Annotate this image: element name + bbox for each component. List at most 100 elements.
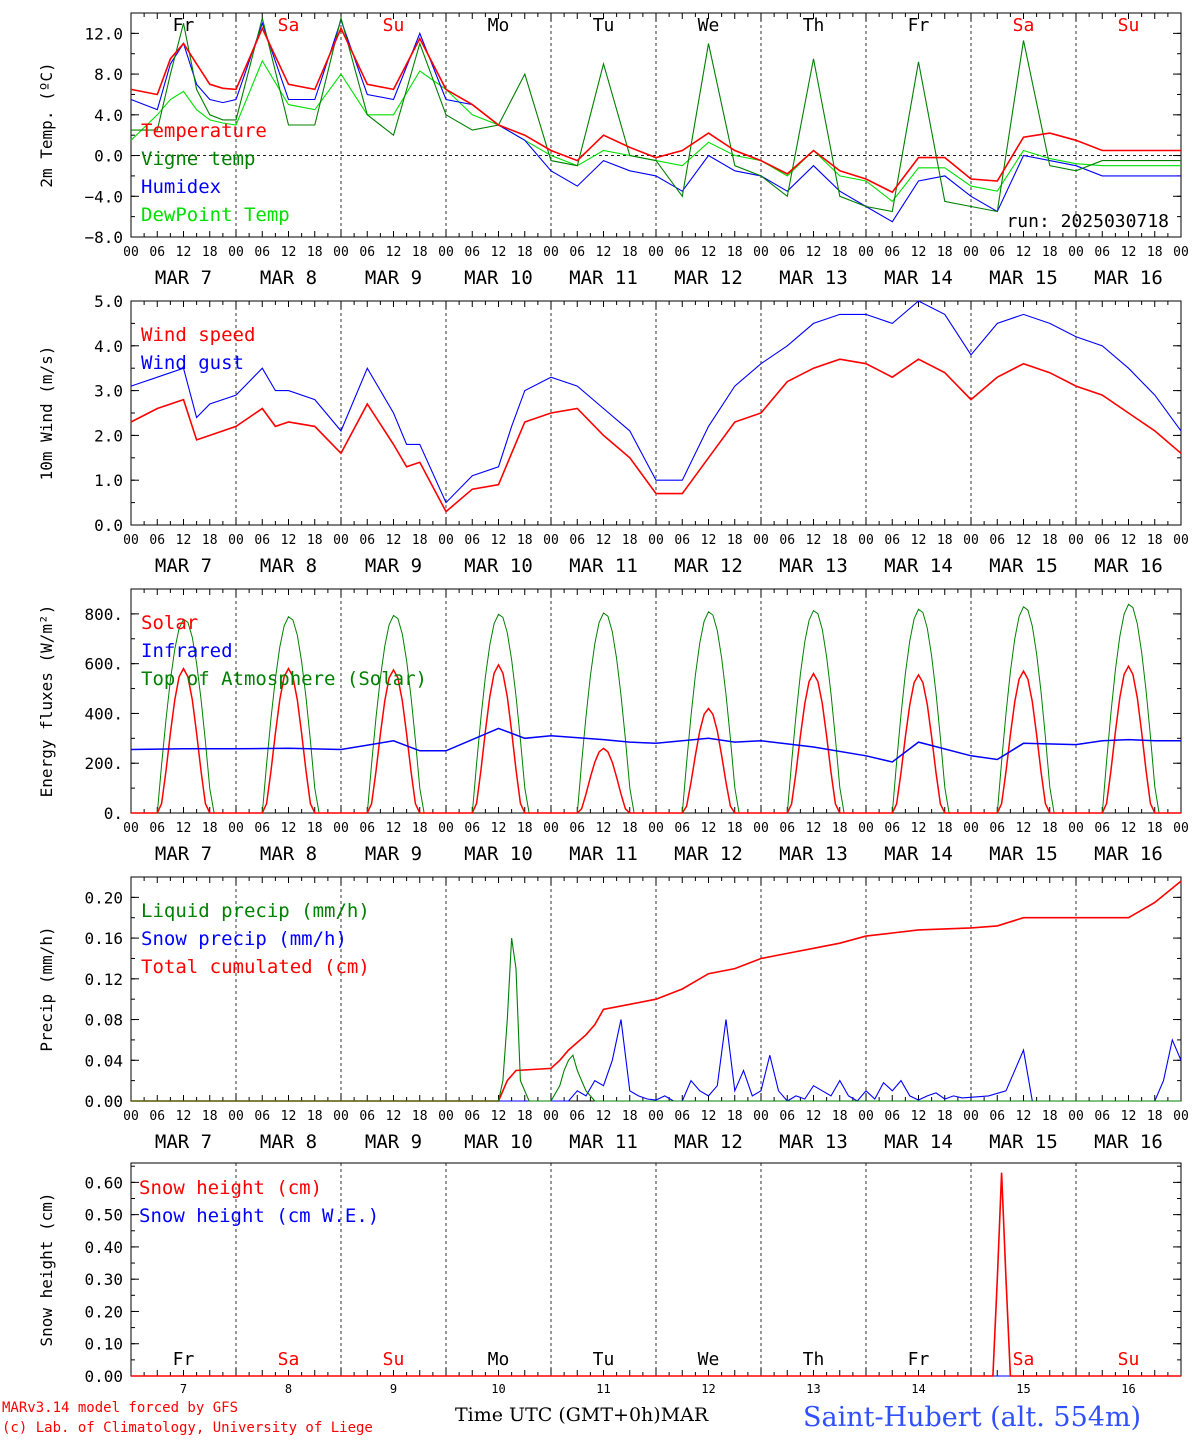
hour-label: 12: [491, 533, 507, 548]
hour-label: 18: [1147, 245, 1163, 260]
legend-entry: Infrared: [141, 640, 233, 662]
series-line: [130, 300, 1182, 504]
date-label: MAR 9: [365, 1131, 422, 1153]
hour-label: 18: [937, 533, 953, 548]
date-label: MAR 14: [884, 555, 953, 577]
hour-label: 18: [412, 821, 428, 836]
date-number: 13: [806, 1382, 820, 1396]
panel-snow: 0.00 0.10 0.20 0.30 0.40 0.50 0.60 Snow height …: [37, 1162, 1182, 1396]
hour-label: 12: [176, 533, 192, 548]
date-label: MAR 9: [365, 555, 422, 577]
hour-label: 12: [386, 1109, 402, 1124]
legend-entry: Snow precip (mm/h): [141, 928, 347, 950]
time-axis-text: Time UTC (GMT+0h): [455, 1404, 661, 1426]
hour-label: 06: [989, 821, 1005, 836]
hour-label: 18: [1147, 821, 1163, 836]
hour-label: 18: [517, 1109, 533, 1124]
panel-energy: 0. 200. 400. 600. 800. Energy fluxes (W/m²) So…: [37, 588, 1189, 865]
hour-label: 00: [753, 533, 769, 548]
hour-label: 12: [281, 1109, 297, 1124]
hour-label: 18: [727, 245, 743, 260]
date-label: MAR 15: [989, 267, 1058, 289]
hour-label: 18: [307, 821, 323, 836]
hour-label: 06: [1094, 821, 1110, 836]
hour-label: 12: [596, 245, 612, 260]
legend-entry: Snow height (cm): [139, 1177, 322, 1199]
hour-label: 18: [307, 1109, 323, 1124]
y-tick-label: 4.0: [94, 106, 123, 125]
hour-label: 00: [333, 821, 349, 836]
y-tick-label: 4.0: [94, 337, 123, 356]
date-label: MAR 10: [464, 843, 533, 865]
day-name: Fr: [908, 15, 930, 36]
y-tick-label: 0.0: [94, 516, 123, 535]
legend-entry: Solar: [141, 612, 198, 634]
hour-label: 18: [517, 245, 533, 260]
hour-label: 12: [386, 533, 402, 548]
plot-frame: [130, 588, 1182, 814]
hour-label: 00: [543, 1109, 559, 1124]
hour-label: 12: [596, 1109, 612, 1124]
y-tick-label: 2.0: [94, 426, 123, 445]
date-label: MAR 16: [1094, 555, 1163, 577]
hour-label: 18: [832, 821, 848, 836]
hour-label: 12: [701, 533, 717, 548]
hour-label: 18: [937, 245, 953, 260]
day-name: Su: [1118, 1349, 1140, 1370]
date-label: MAR 9: [365, 843, 422, 865]
date-label: MAR 12: [674, 1131, 743, 1153]
hour-label: 12: [281, 533, 297, 548]
date-label: MAR 11: [569, 1131, 638, 1153]
hour-label: 12: [1121, 245, 1137, 260]
legend-entry: DewPoint Temp: [141, 204, 290, 226]
plot-series: [131, 880, 1182, 1102]
time-axis-month: MAR: [660, 1404, 709, 1426]
series-line: [130, 358, 1182, 513]
date-label: MAR 10: [464, 1131, 533, 1153]
legend-entry: Total cumulated (cm): [141, 956, 370, 978]
date-label: MAR 12: [674, 267, 743, 289]
hour-label: 00: [1173, 1109, 1189, 1124]
hour-label: 06: [569, 1109, 585, 1124]
date-label: MAR 8: [260, 267, 317, 289]
legend-entry: Wind speed: [141, 324, 255, 346]
y-tick-label: 1.0: [94, 471, 123, 490]
hour-label: 18: [202, 1109, 218, 1124]
day-name: Fr: [173, 15, 195, 36]
hour-label: 00: [1068, 245, 1084, 260]
hour-label: 06: [464, 245, 480, 260]
y-tick-label: −4.0: [84, 187, 123, 206]
hour-label: 12: [491, 1109, 507, 1124]
panel-wind: 0.0 1.0 2.0 3.0 4.0 5.0 10m Wind (m/s) Wind spe…: [37, 292, 1189, 577]
hour-label: 18: [412, 245, 428, 260]
y-tick-label: 0.60: [84, 1173, 123, 1192]
y-tick-label: 400.: [84, 704, 123, 723]
hour-label: 12: [806, 1109, 822, 1124]
day-name: Su: [383, 1349, 405, 1370]
date-label: MAR 13: [779, 555, 848, 577]
day-name: Tu: [593, 1349, 615, 1370]
hour-label: 06: [674, 533, 690, 548]
date-label: MAR 14: [884, 267, 953, 289]
hour-label: 06: [1094, 533, 1110, 548]
hour-label: 06: [464, 821, 480, 836]
y-tick-label: 8.0: [94, 65, 123, 84]
day-name: Su: [383, 15, 405, 36]
hour-label: 12: [491, 245, 507, 260]
hour-label: 06: [1094, 1109, 1110, 1124]
date-label: MAR 12: [674, 843, 743, 865]
hour-label: 12: [386, 821, 402, 836]
hour-label: 12: [911, 821, 927, 836]
series-line-infrared: [130, 727, 1181, 763]
hour-label: 12: [701, 1109, 717, 1124]
y-tick-label: 0.10: [84, 1335, 123, 1354]
series-line: [131, 15, 1181, 213]
date-number: 8: [285, 1382, 292, 1396]
y-tick-label: −8.0: [84, 228, 123, 247]
hour-label: 06: [779, 1109, 795, 1124]
hour-label: 12: [176, 245, 192, 260]
legend-entry: Snow height (cm W.E.): [139, 1205, 379, 1227]
y-tick-label: 0.50: [84, 1206, 123, 1225]
hour-label: 00: [228, 245, 244, 260]
